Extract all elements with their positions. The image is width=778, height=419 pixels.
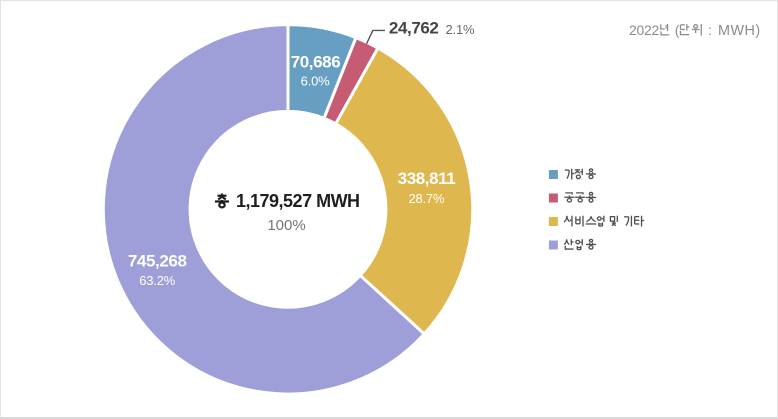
svg-text:338,811: 338,811 <box>398 169 456 188</box>
svg-text:6.0%: 6.0% <box>301 74 330 89</box>
svg-text:1,179,527 MWH: 1,179,527 MWH <box>236 191 360 211</box>
svg-text:MWH): MWH) <box>718 23 761 39</box>
svg-text:2.1%: 2.1% <box>446 22 475 37</box>
svg-text:(: ( <box>675 22 680 38</box>
svg-text:100%: 100% <box>267 217 305 234</box>
svg-text:70,686: 70,686 <box>291 53 341 72</box>
svg-text:28.7%: 28.7% <box>408 191 445 206</box>
svg-text::: : <box>708 22 712 38</box>
svg-text:2022: 2022 <box>629 22 659 38</box>
svg-text:63.2%: 63.2% <box>139 273 176 288</box>
svg-text:745,268: 745,268 <box>128 252 187 271</box>
svg-text:24,762: 24,762 <box>389 18 439 37</box>
